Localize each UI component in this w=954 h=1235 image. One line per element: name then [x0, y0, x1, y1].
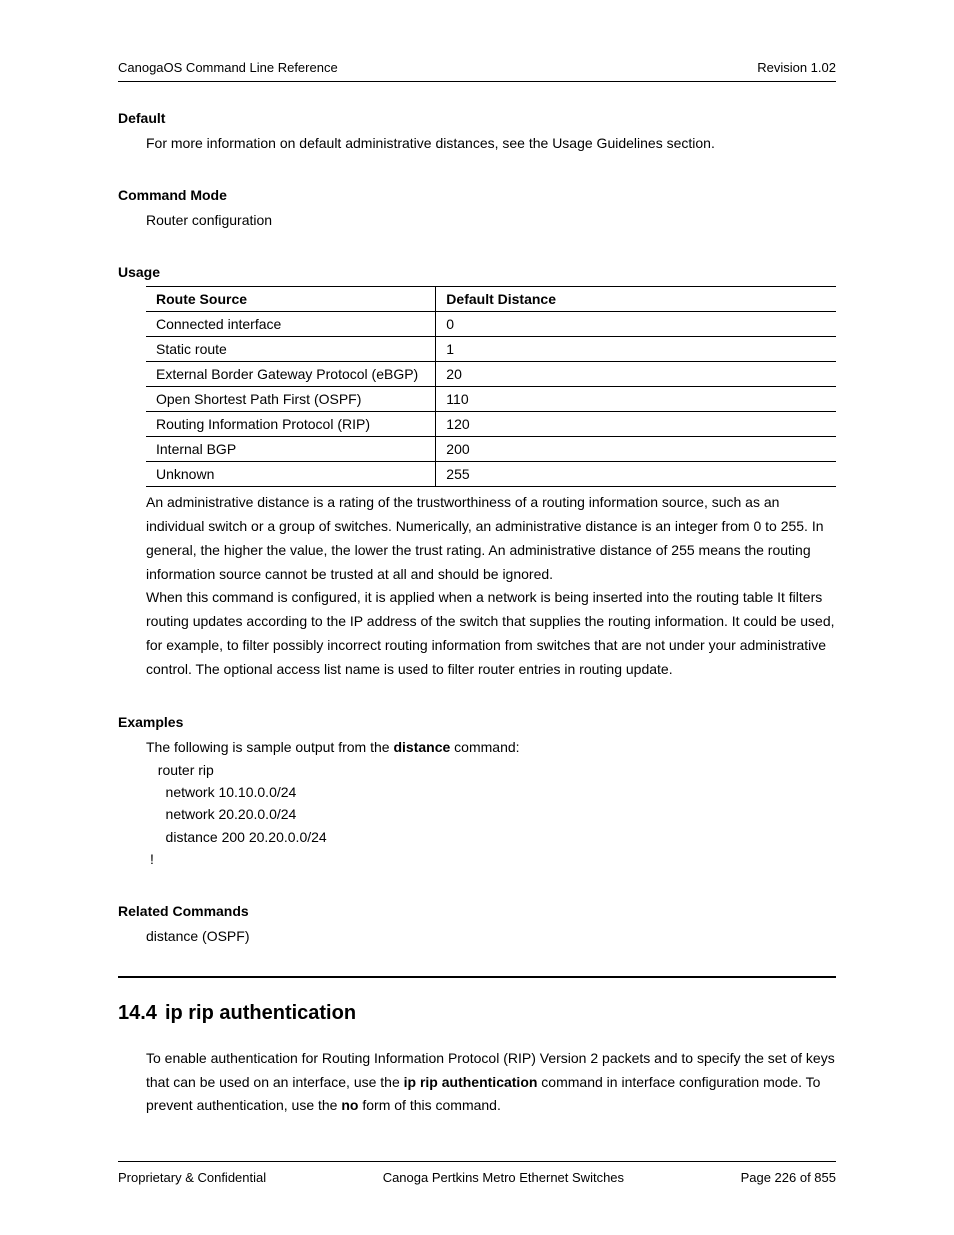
table-row: Open Shortest Path First (OSPF)110: [146, 387, 836, 412]
chapter-divider: [118, 976, 836, 978]
table-row: Static route1: [146, 337, 836, 362]
usage-para-2: When this command is configured, it is a…: [146, 586, 836, 681]
code-line: router rip: [150, 759, 836, 781]
footer-left: Proprietary & Confidential: [118, 1170, 266, 1185]
table-row: Internal BGP200: [146, 437, 836, 462]
section-default-heading: Default: [118, 110, 836, 126]
cell: Connected interface: [146, 312, 436, 337]
examples-intro-pre: The following is sample output from the: [146, 739, 393, 755]
cell: 200: [436, 437, 836, 462]
section-cmdmode-text: Router configuration: [146, 209, 836, 232]
chapter-number: 14.4: [118, 1002, 157, 1025]
cell: 0: [436, 312, 836, 337]
cell: 20: [436, 362, 836, 387]
examples-intro: The following is sample output from the …: [146, 736, 836, 759]
document-page: CanogaOS Command Line Reference Revision…: [0, 0, 954, 1235]
chapter-body-b1: ip rip authentication: [404, 1074, 538, 1090]
table-row: External Border Gateway Protocol (eBGP)2…: [146, 362, 836, 387]
cell: 255: [436, 462, 836, 487]
table-row: Connected interface0: [146, 312, 836, 337]
code-line: !: [150, 848, 836, 870]
col-default-distance: Default Distance: [436, 287, 836, 312]
table-row: Unknown255: [146, 462, 836, 487]
header-left: CanogaOS Command Line Reference: [118, 60, 338, 75]
page-header: CanogaOS Command Line Reference Revision…: [118, 60, 836, 82]
cell: External Border Gateway Protocol (eBGP): [146, 362, 436, 387]
cell: Internal BGP: [146, 437, 436, 462]
chapter-body: To enable authentication for Routing Inf…: [146, 1047, 836, 1118]
section-cmdmode-heading: Command Mode: [118, 187, 836, 203]
section-examples-heading: Examples: [118, 714, 836, 730]
chapter-body-b2: no: [341, 1097, 358, 1113]
table-header-row: Route Source Default Distance: [146, 287, 836, 312]
chapter-title: ip rip authentication: [165, 1002, 356, 1025]
examples-intro-post: command:: [450, 739, 519, 755]
chapter-body-post: form of this command.: [358, 1097, 500, 1113]
usage-table: Route Source Default Distance Connected …: [146, 286, 836, 487]
cell: 110: [436, 387, 836, 412]
usage-para-1: An administrative distance is a rating o…: [146, 491, 836, 586]
col-route-source: Route Source: [146, 287, 436, 312]
examples-code: router rip network 10.10.0.0/24 network …: [150, 759, 836, 871]
section-related-text: distance (OSPF): [146, 925, 836, 948]
code-line: distance 200 20.20.0.0/24: [150, 826, 836, 848]
cell: Routing Information Protocol (RIP): [146, 412, 436, 437]
chapter-heading: 14.4 ip rip authentication: [118, 1002, 836, 1025]
cell: 120: [436, 412, 836, 437]
section-default-text: For more information on default administ…: [146, 132, 836, 155]
cell: Open Shortest Path First (OSPF): [146, 387, 436, 412]
section-usage-heading: Usage: [118, 264, 836, 280]
footer-center: Canoga Pertkins Metro Ethernet Switches: [383, 1170, 624, 1185]
code-line: network 20.20.0.0/24: [150, 803, 836, 825]
cell: Static route: [146, 337, 436, 362]
code-line: network 10.10.0.0/24: [150, 781, 836, 803]
cell: 1: [436, 337, 836, 362]
examples-intro-bold: distance: [393, 739, 450, 755]
footer-right: Page 226 of 855: [741, 1170, 836, 1185]
cell: Unknown: [146, 462, 436, 487]
page-footer: Proprietary & Confidential Canoga Pertki…: [118, 1161, 836, 1185]
header-right: Revision 1.02: [757, 60, 836, 75]
table-row: Routing Information Protocol (RIP)120: [146, 412, 836, 437]
section-related-heading: Related Commands: [118, 903, 836, 919]
